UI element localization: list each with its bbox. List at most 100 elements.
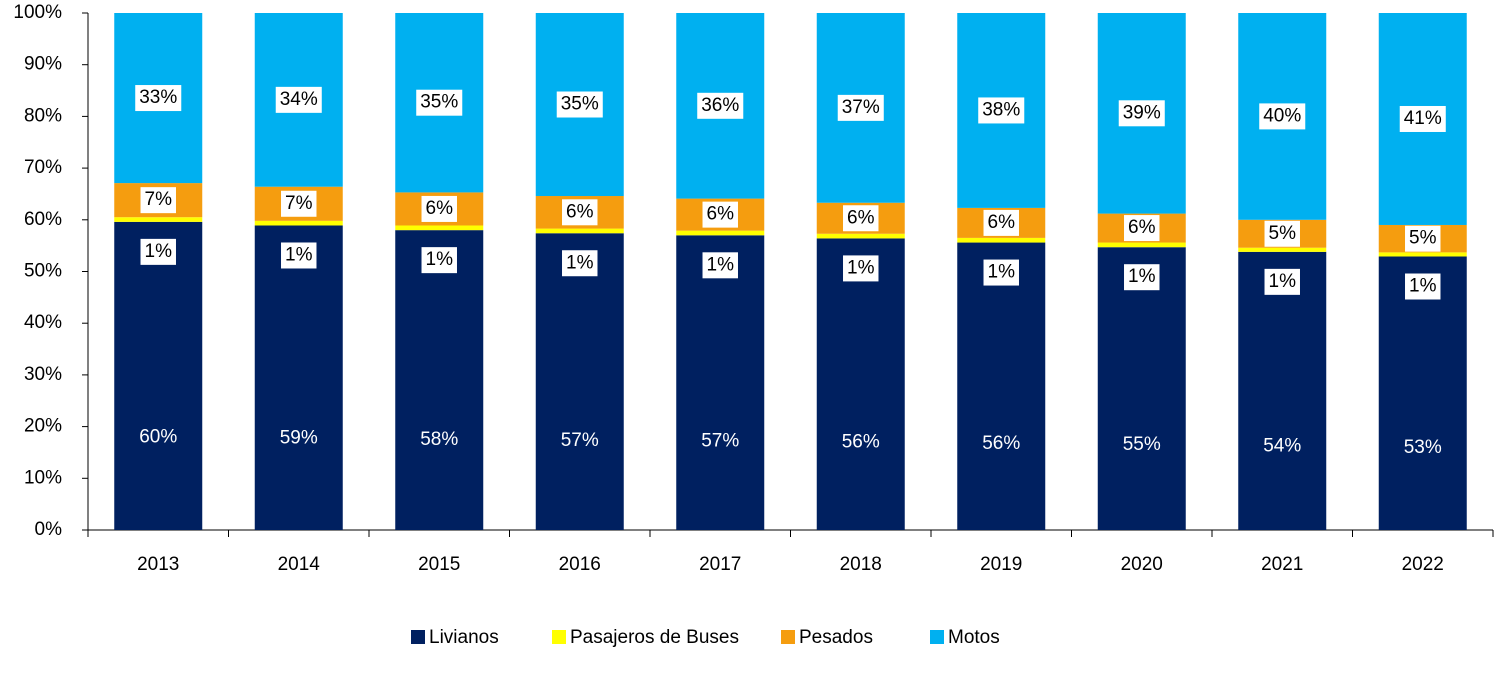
data-label-group: 6% xyxy=(983,209,1019,236)
data-label-group: 35% xyxy=(416,89,463,116)
data-label: 35% xyxy=(420,92,458,113)
bar-segment xyxy=(957,237,1046,243)
data-label-group: 36% xyxy=(697,92,744,119)
y-tick-label: 70% xyxy=(24,157,62,178)
data-label-group: 6% xyxy=(421,195,457,222)
data-label-group: 1% xyxy=(983,259,1019,286)
data-label-group: 7% xyxy=(140,187,176,214)
x-tick-label: 2021 xyxy=(1261,554,1303,575)
data-label-group: 41% xyxy=(1399,105,1446,132)
data-label-group: 6% xyxy=(843,205,879,232)
x-tick-label: 2019 xyxy=(980,554,1022,575)
x-tick-label: 2014 xyxy=(278,554,321,575)
data-label-group: 1% xyxy=(702,252,738,279)
data-label-group: 39% xyxy=(1118,100,1165,127)
legend-swatch xyxy=(781,630,795,644)
data-label-box xyxy=(1264,268,1300,295)
data-label: 6% xyxy=(707,204,735,225)
y-tick-label: 30% xyxy=(24,364,62,385)
bar-segment xyxy=(1097,242,1186,248)
y-tick-label: 0% xyxy=(35,519,63,540)
data-label-box xyxy=(1264,220,1300,247)
data-label-box xyxy=(1259,103,1306,130)
data-label-group: 6% xyxy=(562,199,598,226)
data-label-box xyxy=(556,91,603,118)
x-tick-label: 2015 xyxy=(418,554,460,575)
y-tick-label: 90% xyxy=(24,54,62,75)
x-tick-label: 2013 xyxy=(137,554,179,575)
data-label-group: 33% xyxy=(135,85,182,112)
data-label-group: 35% xyxy=(556,91,603,118)
data-label-group: 34% xyxy=(275,86,322,113)
data-label: 58% xyxy=(420,429,458,450)
data-label-group: 1% xyxy=(140,238,176,265)
data-label: 1% xyxy=(988,262,1016,283)
x-tick-label: 2020 xyxy=(1121,554,1163,575)
bar-segment xyxy=(535,228,624,234)
data-label: 56% xyxy=(982,433,1020,454)
data-label-box xyxy=(983,259,1019,286)
data-label-box xyxy=(1399,105,1446,132)
bar-segment xyxy=(254,220,343,226)
data-label-box xyxy=(421,195,457,222)
data-label-group: 1% xyxy=(843,255,879,282)
data-label-box xyxy=(843,205,879,232)
data-label: 54% xyxy=(1263,436,1301,457)
y-tick-label: 60% xyxy=(24,209,62,230)
data-label-group: 1% xyxy=(1405,273,1441,300)
data-label-group: 1% xyxy=(421,247,457,274)
legend-label: Pesados xyxy=(799,627,873,648)
bar-segment xyxy=(395,230,484,530)
y-tick-label: 20% xyxy=(24,416,62,437)
data-label-box xyxy=(1405,273,1441,300)
data-label-box xyxy=(702,252,738,279)
data-label-box xyxy=(1124,264,1160,291)
legend-swatch xyxy=(930,630,944,644)
data-label-box xyxy=(416,89,463,116)
data-label: 55% xyxy=(1123,434,1161,455)
data-label-group: 1% xyxy=(562,250,598,277)
data-label: 6% xyxy=(988,212,1016,233)
bar-segment xyxy=(816,238,905,531)
data-label-box xyxy=(978,97,1025,124)
y-tick-label: 100% xyxy=(13,2,62,23)
bar-segment xyxy=(114,217,203,222)
data-label-group: 40% xyxy=(1259,103,1306,130)
bar-segment xyxy=(816,233,905,239)
data-label: 1% xyxy=(426,249,454,270)
data-label-box xyxy=(1118,100,1165,127)
data-label: 5% xyxy=(1269,223,1297,244)
data-label-group: 6% xyxy=(1124,215,1160,242)
data-label-box xyxy=(135,85,182,112)
data-label: 1% xyxy=(1128,266,1156,287)
data-label-box xyxy=(281,190,317,217)
data-label: 57% xyxy=(701,431,739,452)
y-tick-label: 80% xyxy=(24,105,62,126)
data-label: 1% xyxy=(285,245,313,266)
bar-segment xyxy=(1378,252,1467,257)
data-label-group: 1% xyxy=(1264,268,1300,295)
data-label: 37% xyxy=(842,97,880,118)
bar-segment xyxy=(1378,256,1467,530)
bar-segment xyxy=(254,225,343,530)
data-label-group: 1% xyxy=(281,242,317,269)
data-label-group: 7% xyxy=(281,190,317,217)
legend-label: Livianos xyxy=(429,627,499,648)
data-label: 34% xyxy=(280,89,318,110)
data-label: 1% xyxy=(707,254,735,275)
data-label: 6% xyxy=(566,201,594,222)
data-label: 60% xyxy=(139,427,177,448)
legend-swatch xyxy=(411,630,425,644)
data-label: 1% xyxy=(566,252,594,273)
y-tick-label: 50% xyxy=(24,261,62,282)
data-label-group: 5% xyxy=(1405,225,1441,252)
data-label-box xyxy=(562,199,598,226)
bar-segment xyxy=(1097,247,1186,531)
data-label: 40% xyxy=(1263,105,1301,126)
data-label: 53% xyxy=(1404,437,1442,458)
data-label-box xyxy=(983,209,1019,236)
data-label: 39% xyxy=(1123,102,1161,123)
data-label-box xyxy=(837,94,884,121)
data-label-group: 5% xyxy=(1264,220,1300,247)
